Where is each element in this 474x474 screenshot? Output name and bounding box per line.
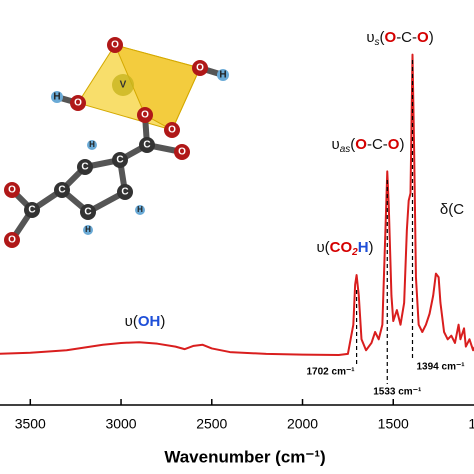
- atom: C: [121, 187, 128, 198]
- x-tick-label: 2000: [287, 416, 318, 432]
- atom: H: [89, 140, 95, 149]
- atom: O: [111, 40, 119, 51]
- atom: C: [116, 155, 123, 166]
- x-tick-label: 1000: [468, 416, 474, 432]
- x-axis-label: Wavenumber (cm⁻¹): [164, 447, 325, 466]
- band-annotation: υas(O-C-O): [332, 136, 405, 155]
- peak-label: 1533 cm⁻¹: [373, 387, 422, 398]
- atom: O: [178, 147, 186, 158]
- annotation-part: (: [350, 136, 355, 153]
- peak-label: 1394 cm⁻¹: [416, 362, 465, 373]
- annotation-part: (: [380, 29, 385, 46]
- annotation-part: OH: [138, 313, 161, 330]
- atom: O: [74, 98, 82, 109]
- annotation-part: CO: [330, 239, 353, 256]
- spectrum-line: [0, 53, 474, 356]
- atom: C: [100, 173, 107, 184]
- annotation-part: 2: [351, 247, 358, 258]
- annotation-part: υ: [332, 136, 340, 153]
- atom: H: [130, 138, 137, 149]
- peak-label: 1702 cm⁻¹: [307, 367, 356, 378]
- x-tick-label: 3500: [15, 416, 46, 432]
- atom: C: [58, 185, 65, 196]
- x-tick-label: 1500: [378, 416, 409, 432]
- band-annotation: υs(O-C-O): [366, 29, 433, 48]
- atom: O: [8, 185, 16, 196]
- x-tick-label: 3000: [105, 416, 136, 432]
- atom: H: [53, 92, 60, 103]
- annotation-part: ): [399, 136, 404, 153]
- annotation-part: as: [340, 144, 351, 155]
- atom: O: [196, 63, 204, 74]
- annotation-part: -C-: [367, 136, 388, 153]
- annotation-part: -C-: [396, 29, 417, 46]
- atom: H: [85, 225, 91, 234]
- annotation-part: ): [429, 29, 434, 46]
- annotation-part: O: [417, 29, 429, 46]
- annotation-part: υ(: [316, 239, 329, 256]
- annotation-part: O: [355, 136, 367, 153]
- atom: C: [84, 207, 91, 218]
- band-annotation: υ(OH): [125, 313, 166, 330]
- molecule: O O O V H O H O O C C C C C C C C O O H …: [4, 37, 229, 248]
- annotation-part: δ(: [440, 201, 453, 218]
- atom-labels: O O O V H O H O O C C C C C C C C O O H …: [8, 40, 227, 246]
- annotation-part: ): [160, 313, 165, 330]
- atom: V: [120, 80, 127, 91]
- annotation-part: ): [369, 239, 374, 256]
- annotation-part: υ(: [125, 313, 138, 330]
- annotation-part: s: [375, 37, 380, 48]
- atom-balls: [4, 37, 229, 248]
- atom: C: [143, 140, 150, 151]
- atom: H: [219, 70, 226, 81]
- atom: C: [81, 162, 88, 173]
- band-annotation: υ(CO2H): [316, 239, 373, 258]
- annotation-part: O: [388, 136, 400, 153]
- atom: C: [28, 205, 35, 216]
- annotation-part: O: [385, 29, 397, 46]
- annotation-part: υ: [366, 29, 374, 46]
- atom: O: [168, 125, 176, 136]
- x-tick-label: 2500: [196, 416, 227, 432]
- atom: H: [137, 205, 143, 214]
- band-annotation: δ(C: [440, 201, 464, 218]
- annotation-part: H: [358, 239, 369, 256]
- atom: O: [141, 110, 149, 121]
- annotation-part: C: [453, 201, 464, 218]
- atom: O: [8, 235, 16, 246]
